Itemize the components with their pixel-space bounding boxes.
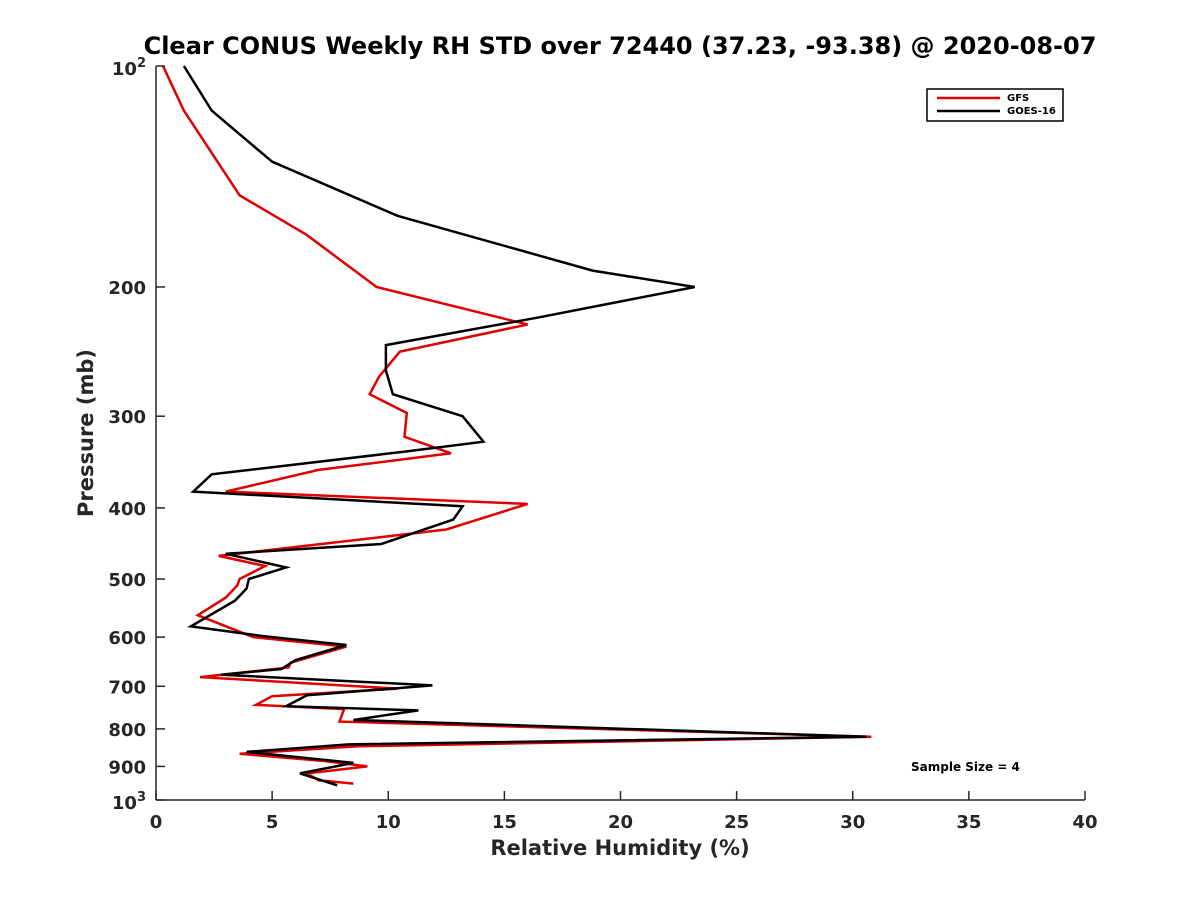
tick-layer: 0 5 10 15 20 25 30 35 40 102 200 300 400 500 600 700 800…	[108, 56, 1097, 833]
y-tick-label: 800	[108, 720, 146, 741]
legend: GFS GOES-16	[926, 88, 1064, 122]
chart-title: Clear CONUS Weekly RH STD over 72440 (37…	[144, 32, 1097, 60]
y-axis-label: Pressure (mb)	[74, 349, 98, 517]
y-tick-label: 200	[108, 278, 146, 299]
y-tick-label: 103	[112, 790, 146, 814]
y-tick-label: 900	[108, 757, 146, 778]
series-layer	[161, 65, 872, 787]
x-tick-label: 25	[724, 812, 749, 833]
y-tick-label: 102	[112, 56, 146, 80]
x-tick-label: 10	[376, 812, 401, 833]
x-tick-label: 40	[1072, 812, 1097, 833]
y-tick-label: 600	[108, 628, 146, 649]
y-tick-label: 400	[108, 499, 146, 520]
series-line-goes16	[182, 65, 867, 787]
x-axis-label: Relative Humidity (%)	[490, 836, 749, 860]
y-tick-label: 300	[108, 407, 146, 428]
plot-axes	[155, 66, 1085, 801]
sample-size-annotation: Sample Size = 4	[911, 760, 1020, 774]
legend-label-gfs: GFS	[1007, 93, 1029, 104]
legend-label-goes16: GOES-16	[1007, 106, 1056, 117]
x-tick-label: 30	[840, 812, 865, 833]
x-tick-label: 0	[150, 812, 163, 833]
y-tick-label: 500	[108, 570, 146, 591]
x-tick-label: 15	[492, 812, 517, 833]
legend-box	[926, 88, 1064, 122]
x-tick-label: 35	[956, 812, 981, 833]
x-tick-label: 20	[608, 812, 633, 833]
x-tick-label: 5	[266, 812, 279, 833]
y-tick-label: 700	[108, 677, 146, 698]
